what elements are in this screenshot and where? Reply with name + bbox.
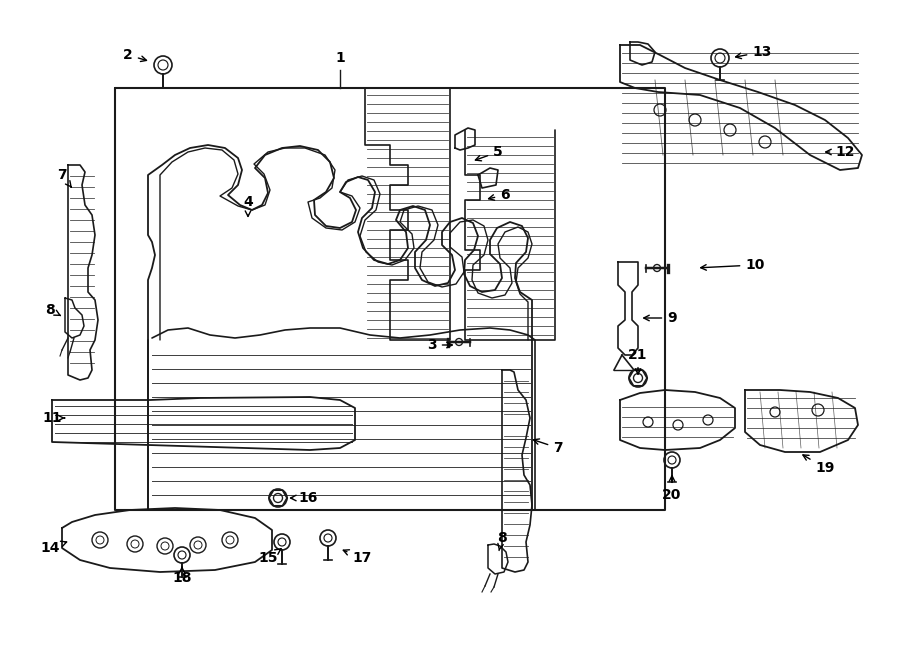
Text: 20: 20	[662, 476, 681, 502]
Text: 19: 19	[803, 455, 834, 475]
Text: 18: 18	[172, 567, 192, 585]
Text: 11: 11	[42, 411, 65, 425]
Text: 3: 3	[428, 338, 453, 352]
Text: 10: 10	[701, 258, 765, 272]
Text: 13: 13	[735, 45, 771, 59]
Text: 7: 7	[58, 168, 71, 187]
Text: 8: 8	[497, 531, 507, 551]
Text: 2: 2	[123, 48, 147, 62]
Text: 1: 1	[335, 51, 345, 65]
Text: 9: 9	[644, 311, 677, 325]
Text: 6: 6	[489, 188, 509, 202]
Text: 16: 16	[291, 491, 318, 505]
Text: 8: 8	[45, 303, 60, 317]
Text: 7: 7	[534, 439, 562, 455]
Text: 5: 5	[475, 145, 503, 161]
Text: 15: 15	[258, 549, 281, 565]
Text: 14: 14	[40, 541, 67, 555]
Text: 17: 17	[343, 549, 372, 565]
Text: 21: 21	[628, 348, 648, 374]
Text: 4: 4	[243, 195, 253, 216]
Text: 12: 12	[825, 145, 855, 159]
